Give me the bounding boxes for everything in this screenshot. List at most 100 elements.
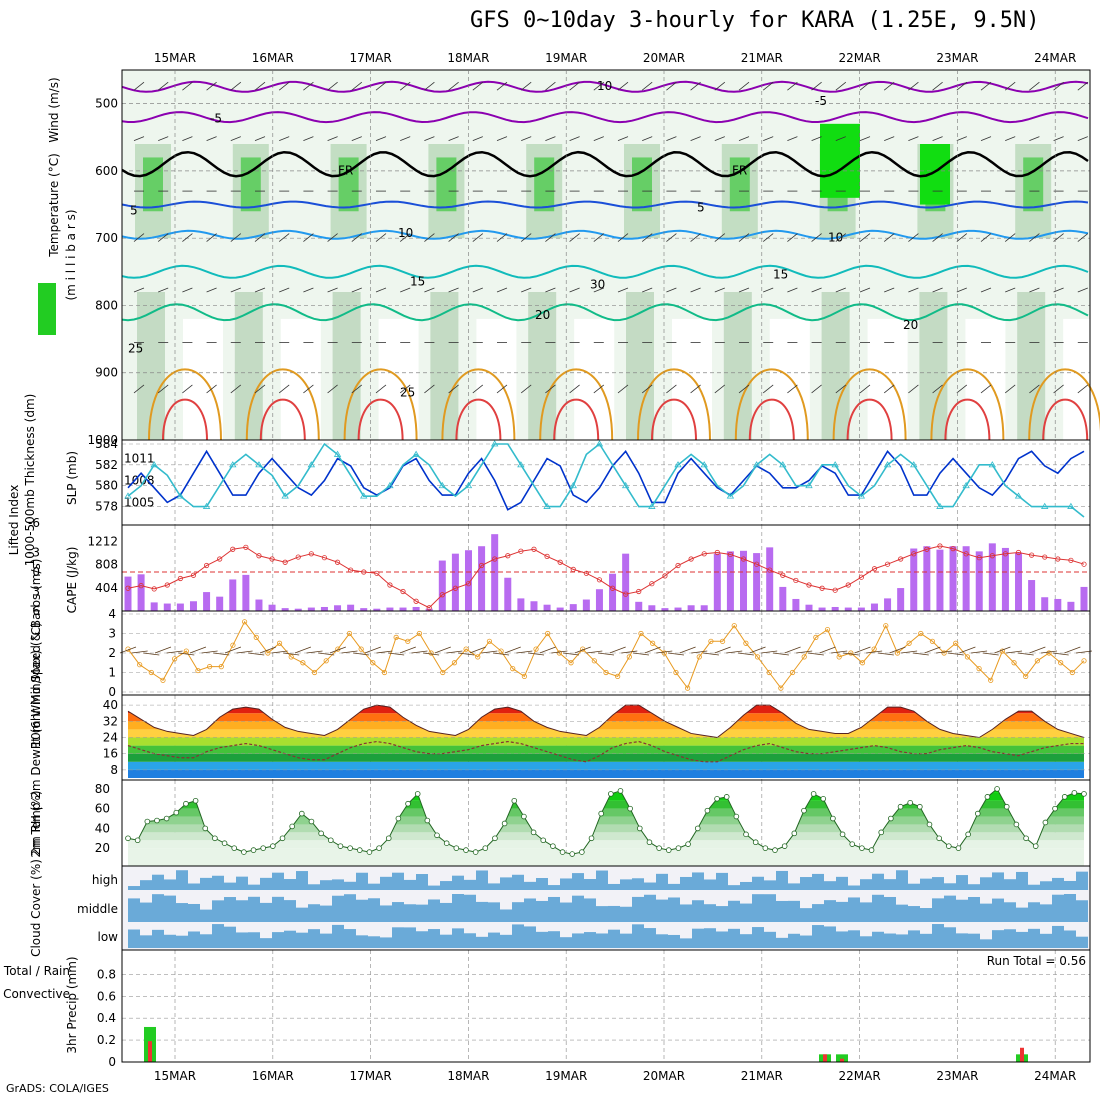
cloud-cell [260,902,272,922]
wind-point [976,665,982,672]
rh-point [1042,819,1049,826]
cloud-cell [968,933,980,948]
cape-bar [203,592,211,611]
wind-barb-10m [399,646,416,654]
wind-barb [351,287,362,293]
wind-point [381,669,388,676]
wind-barb [932,136,943,142]
cloud-cell [860,936,872,948]
wind-barb [303,136,314,142]
ylabel-millibars: (m i l l i b a r s) [64,209,78,300]
wind-barb [520,384,532,394]
wind-barb-10m [586,650,603,654]
li-point [138,583,144,589]
rh-dry [378,318,419,440]
li-point [819,585,825,591]
rh-point [694,825,701,832]
date-label-top: 24MAR [1034,51,1076,65]
cloud-cell [536,931,548,948]
cloud-cell [476,870,488,890]
pressure-tick-label: 1000 [87,433,118,447]
wind-barb [932,233,943,242]
rh-point [1071,790,1078,796]
cloud-cell [188,883,200,890]
wind-point [591,658,597,664]
temp-contour-label: 5 [697,200,705,214]
cloud-cell [812,925,824,948]
ylabel-precip-total: Total / Rain [3,964,70,978]
cape-bar [491,534,499,611]
thickness-point [202,502,211,509]
rh-point [250,847,257,853]
wind-barb [327,81,338,91]
cloud-cell [500,934,512,948]
wind-barb [883,81,895,91]
thickness-point [124,492,132,499]
wind-barb [762,81,774,91]
wind-point [953,640,959,646]
ylabel-wind: Wind (m/s) [47,77,61,142]
wind-point [288,654,294,660]
ylabel-lifted-index: Lifted Index [7,485,21,556]
temp-band [128,761,1084,770]
rh-point [521,813,527,820]
wind-barb-10m [562,652,580,656]
rh-point [270,843,276,849]
wind-barb [521,136,532,142]
cloud-cell [896,934,908,948]
date-label-top: 19MAR [545,51,587,65]
wind-barb-10m [1017,652,1034,656]
rh-point [559,849,566,855]
wind-barb [157,81,169,91]
cloud-cell [848,897,860,922]
wind-barb-10m [761,650,778,654]
wind-barb [496,287,508,293]
rh-tick: 60 [95,802,110,816]
li-point [243,544,249,550]
temp-contour-30 [357,398,404,441]
wind-barb [642,287,653,293]
cloud-cell [1076,871,1088,890]
cape-bar [753,553,761,611]
cape-bar [255,599,263,611]
wind-barb-10m [166,650,183,654]
wind-point [836,654,842,660]
cape-bar [347,604,355,611]
thickness-point [464,481,473,489]
rh-point [308,818,315,825]
li-point [452,585,458,591]
temp-contour-25 [637,368,711,441]
cloud-cell [284,879,296,890]
thickness-point [936,502,944,509]
wind-barb-10m [877,652,894,656]
wind-barb [641,233,653,242]
temp-contour-25 [734,368,809,441]
wind-point [766,669,772,676]
thickness-point [386,481,394,489]
rh-point [443,840,450,846]
wind-barb-10m [236,650,253,654]
li-point [714,549,720,556]
wind-barb-10m [597,652,615,656]
wind-barb-10m [294,646,312,654]
cloud-cell [260,938,272,948]
wind-barb [496,233,508,242]
slp-tick: 1005 [124,495,155,509]
li-point [387,582,393,588]
wind-point [183,648,189,654]
wind-point [475,654,481,660]
cloud-cell [500,877,512,890]
cape-bar [320,606,328,611]
wind-barb [811,233,822,242]
cloud-cell [812,873,824,890]
li-point [740,556,747,562]
cape-bar [386,607,394,611]
wind-barb [448,136,459,142]
rh-point [878,829,885,836]
cape-bar [373,608,381,611]
wind-barb [956,287,967,293]
cloud-cell [320,880,332,890]
slp-tick: 1011 [124,452,155,466]
precip-tick: 0 [108,1055,116,1069]
li-point [937,543,943,549]
